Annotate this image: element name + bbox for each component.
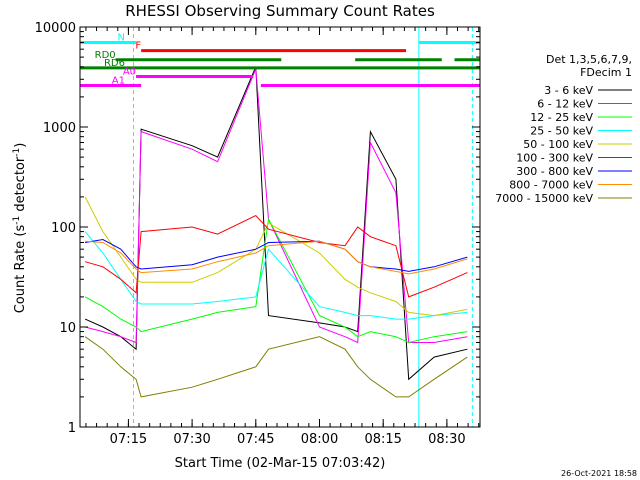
legend-label-1: 3 - 6 keV — [544, 84, 593, 97]
x-tick-label: 07:15 — [110, 432, 147, 447]
y-axis-label-sup1: -1 — [12, 216, 22, 225]
y-axis-label: Count Rate (s-1 detector-1) — [12, 143, 28, 314]
flag-label-n: N — [118, 32, 125, 43]
legend-header-2: FDecim 1 — [580, 66, 632, 79]
y-tick-label: 100 — [51, 221, 76, 236]
y-axis-label-sup2: -1 — [12, 148, 22, 157]
flag-label-rd6: RD6 — [104, 58, 125, 69]
y-axis: 1 10 100 1000 10000 — [35, 21, 480, 436]
y-axis-label-end: ) — [13, 143, 28, 148]
series-line-3 — [84, 217, 468, 344]
x-tick-label: 07:45 — [237, 432, 274, 447]
flag-label-a1: A1 — [112, 76, 125, 87]
chart-title: RHESSI Observing Summary Count Rates — [125, 2, 435, 20]
x-axis-label: Start Time (02-Mar-15 07:03:42) — [175, 456, 386, 471]
flag-label-rd0: RD0 — [95, 50, 116, 61]
legend-label-2: 6 - 12 keV — [537, 98, 593, 111]
flag-label-f: F — [135, 41, 141, 52]
y-axis-label-mid: detector — [13, 156, 28, 216]
series-line-8 — [85, 240, 468, 275]
flag-label-a0: A0 — [123, 66, 136, 77]
y-tick-label: 1000 — [43, 121, 76, 136]
legend-header-1: Det 1,3,5,6,7,9, — [546, 53, 632, 66]
x-tick-label: 08:00 — [301, 432, 338, 447]
series-line-5 — [84, 196, 468, 317]
x-tick-label: 08:15 — [364, 432, 401, 447]
series-line-4 — [84, 231, 468, 320]
series-line-9 — [84, 336, 468, 398]
legend-label-7: 300 - 800 keV — [516, 165, 593, 178]
x-tick-label: 08:30 — [428, 432, 465, 447]
x-axis: 07:15 07:30 07:45 08:00 08:15 08:30 — [85, 27, 480, 447]
legend-label-6: 100 - 300 keV — [516, 152, 593, 165]
series-line-7 — [85, 238, 468, 272]
series-line-6 — [84, 214, 468, 298]
legend-label-8: 800 - 7000 keV — [509, 179, 593, 192]
y-tick-label: 1 — [68, 421, 76, 436]
legend-label-3: 12 - 25 keV — [530, 111, 593, 124]
y-tick-label: 10 — [59, 321, 76, 336]
x-tick-label: 07:30 — [173, 432, 210, 447]
legend-label-4: 25 - 50 keV — [530, 125, 593, 138]
generation-timestamp: 26-Oct-2021 18:58 — [561, 469, 637, 478]
legend-label-5: 50 - 100 keV — [523, 138, 593, 151]
series-line-1 — [84, 66, 468, 381]
series-line-2 — [84, 68, 468, 344]
y-tick-label: 10000 — [35, 21, 76, 36]
legend-label-9: 7000 - 15000 keV — [495, 192, 593, 205]
y-axis-label-main: Count Rate (s — [13, 225, 28, 314]
